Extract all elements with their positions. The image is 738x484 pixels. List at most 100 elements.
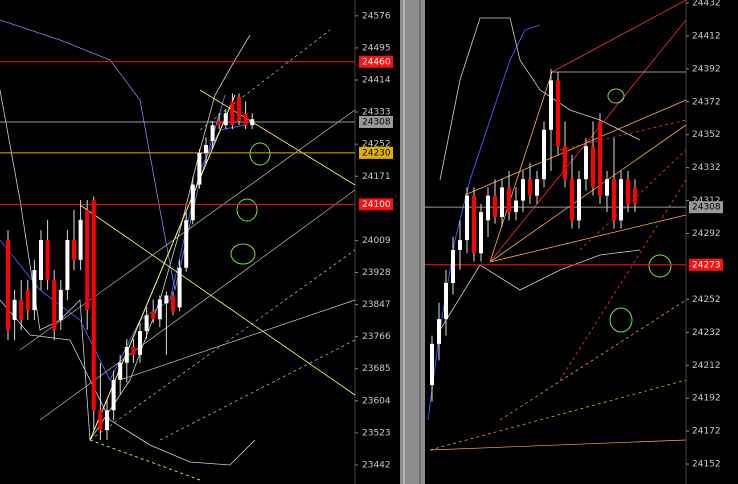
price-tag-label: 24230 [362, 148, 391, 158]
y-tick-label: 23847 [362, 300, 391, 310]
y-tick-label: 23685 [362, 364, 391, 374]
marker-circle [607, 88, 625, 104]
candle-body [177, 267, 182, 308]
candle-body [197, 152, 202, 185]
candle-body [549, 80, 553, 130]
candle-body [124, 346, 129, 363]
candle-body [171, 295, 175, 312]
candle-body [91, 200, 96, 411]
candle-body [151, 311, 156, 320]
y-tick-label: 23928 [362, 268, 391, 278]
candle-body [138, 331, 142, 355]
candle-body [131, 346, 136, 355]
candle-body [626, 179, 630, 204]
candle-body [570, 179, 574, 221]
bollinger-upper [439, 17, 641, 181]
candle-body [85, 209, 90, 311]
fan-line [551, 0, 687, 73]
y-tick-label: 24432 [692, 0, 721, 8]
y-tick-label: 24232 [692, 328, 721, 338]
price-tag [359, 146, 393, 159]
candle-body [612, 179, 616, 221]
moving-average [0, 19, 226, 291]
candle-body [223, 113, 228, 126]
indicators-left [0, 19, 356, 481]
y-tick-label: 24392 [692, 64, 721, 74]
y-tick-label: 24412 [692, 31, 721, 41]
price-tag-label: 24100 [362, 200, 391, 210]
y-tick-label: 24171 [362, 172, 391, 182]
trend-line [199, 89, 356, 186]
candle-body [52, 280, 57, 330]
channel-line [429, 379, 687, 451]
candle-body [563, 146, 567, 180]
candle-body [535, 179, 539, 196]
marker-circle [230, 243, 256, 265]
candle-body [507, 187, 511, 213]
candle-body [633, 187, 637, 204]
y-tick-label: 24414 [362, 76, 391, 86]
candle-body [111, 379, 116, 411]
price-tag [359, 115, 393, 128]
candle-body [243, 113, 248, 126]
y-tick-label: 23442 [362, 460, 391, 470]
candle-body [619, 179, 623, 221]
marker-circle [648, 254, 672, 278]
y-tick-label: 24212 [692, 361, 721, 371]
candle-body [98, 410, 103, 431]
bollinger-upper [0, 34, 251, 442]
y-tick-label: 24332 [692, 163, 721, 173]
price-tag [359, 198, 393, 211]
y-tick-label: 24192 [692, 394, 721, 404]
channel-line [489, 124, 687, 263]
candle-body [19, 299, 24, 321]
candle-body [237, 97, 241, 122]
candle-body [32, 270, 37, 311]
channel-line [119, 299, 356, 381]
price-tag-label: 24460 [362, 57, 391, 67]
candle-body [556, 80, 560, 147]
y-tick-label: 24576 [362, 11, 391, 21]
candle-body [105, 410, 109, 431]
candle-body [591, 146, 595, 188]
candle-body [12, 299, 17, 321]
channel-line [489, 71, 553, 263]
bollinger-lower [0, 299, 256, 466]
channel-line [489, 214, 687, 263]
candle-body [472, 195, 476, 254]
y-tick-label: 24009 [362, 236, 391, 246]
trend-line [79, 204, 356, 396]
y-tick-label: 24333 [362, 108, 391, 118]
candle-body [493, 195, 497, 218]
y-tick-label: 24152 [692, 460, 721, 470]
y-tick-label: 23604 [362, 396, 391, 406]
candle-body [6, 240, 10, 330]
y-tick-label: 24172 [692, 427, 721, 437]
price-tag-label: 24273 [692, 260, 721, 270]
candle-body [598, 121, 602, 196]
candle-body [230, 101, 235, 126]
candle-body [72, 240, 76, 260]
marker-circle [609, 307, 633, 333]
y-tick-label: 24252 [362, 140, 391, 150]
candle-body [190, 184, 195, 221]
candle-body [118, 362, 123, 380]
candle-body [210, 125, 215, 142]
marker-circle [249, 142, 271, 166]
candle-body [250, 119, 255, 126]
price-tag [689, 201, 723, 214]
candle-body [486, 195, 490, 221]
y-tick-label: 23523 [362, 428, 391, 438]
candle-body [65, 240, 70, 290]
price-tag-label: 24308 [692, 203, 721, 213]
candle-body [39, 240, 43, 281]
y-tick-label: 24352 [692, 130, 721, 140]
indicators-right [427, 0, 687, 451]
y-tick-label: 24495 [362, 43, 391, 53]
price-tag [689, 258, 723, 271]
y-tick-label: 23766 [362, 332, 391, 342]
candle-body [605, 179, 609, 196]
candle-body [217, 121, 222, 126]
